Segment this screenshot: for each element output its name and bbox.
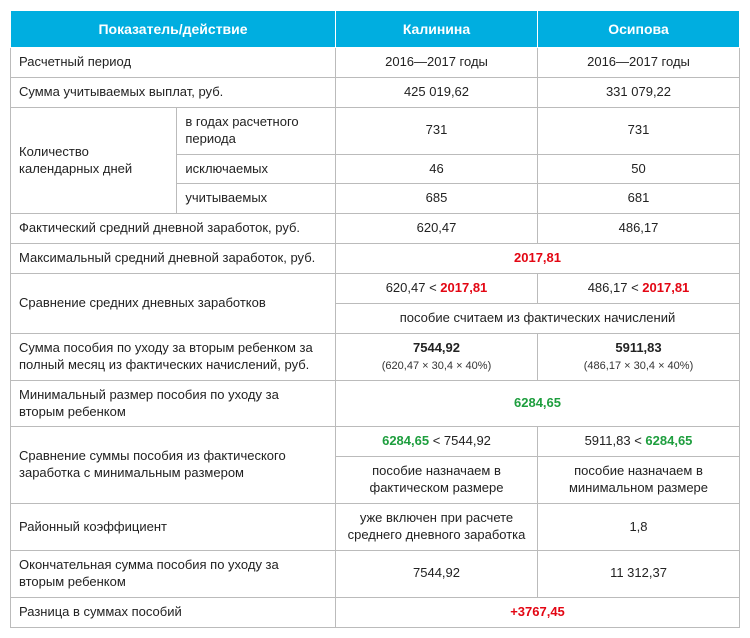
cell-merged: пособие считаем из фактических начислени… xyxy=(336,304,740,334)
table-row: Расчетный период 2016—2017 годы 2016—201… xyxy=(11,48,740,78)
row-label: Максимальный средний дневной заработок, … xyxy=(11,244,336,274)
cell: 2016—2017 годы xyxy=(538,48,740,78)
cell: 620,47 xyxy=(336,214,538,244)
cell: 486,17 < 2017,81 xyxy=(538,274,740,304)
cell: пособие назначаем в фактическом размере xyxy=(336,457,538,504)
cell: 731 xyxy=(538,107,740,154)
table-row: Сравнение средних дневных заработков 620… xyxy=(11,274,740,304)
cell-merged: 6284,65 xyxy=(336,380,740,427)
cell: 685 xyxy=(336,184,538,214)
header-indicator: Показатель/действие xyxy=(11,11,336,48)
row-label: Окончательная сумма пособия по уходу за … xyxy=(11,550,336,597)
cell: 425 019,62 xyxy=(336,77,538,107)
table-row: Разница в суммах пособий +3767,45 xyxy=(11,597,740,627)
row-sublabel: исключаемых xyxy=(177,154,336,184)
table-row: Количество календарных дней в годах расч… xyxy=(11,107,740,154)
cell: 5911,83 (486,17 × 30,4 × 40%) xyxy=(538,333,740,380)
cell: 620,47 < 2017,81 xyxy=(336,274,538,304)
cell: 11 312,37 xyxy=(538,550,740,597)
cell: 6284,65 < 7544,92 xyxy=(336,427,538,457)
row-sublabel: учитываемых xyxy=(177,184,336,214)
cell: 731 xyxy=(336,107,538,154)
cell: 46 xyxy=(336,154,538,184)
cell: 2016—2017 годы xyxy=(336,48,538,78)
cell: 486,17 xyxy=(538,214,740,244)
table-row: Сумма учитываемых выплат, руб. 425 019,6… xyxy=(11,77,740,107)
cell: 5911,83 < 6284,65 xyxy=(538,427,740,457)
table-row: Максимальный средний дневной заработок, … xyxy=(11,244,740,274)
row-label: Минимальный размер пособия по уходу за в… xyxy=(11,380,336,427)
row-label: Сумма учитываемых выплат, руб. xyxy=(11,77,336,107)
cell: уже включен при расчете среднего дневног… xyxy=(336,504,538,551)
cell: 681 xyxy=(538,184,740,214)
table-row: Окончательная сумма пособия по уходу за … xyxy=(11,550,740,597)
table-row: Сравнение суммы пособия из фактического … xyxy=(11,427,740,457)
row-label: Расчетный период xyxy=(11,48,336,78)
cell-merged: 2017,81 xyxy=(336,244,740,274)
table-row: Сумма пособия по уходу за вторым ребенко… xyxy=(11,333,740,380)
cell: 7544,92 (620,47 × 30,4 × 40%) xyxy=(336,333,538,380)
row-label: Фактический средний дневной заработок, р… xyxy=(11,214,336,244)
table-row: Фактический средний дневной заработок, р… xyxy=(11,214,740,244)
cell-merged: +3767,45 xyxy=(336,597,740,627)
row-label: Сумма пособия по уходу за вторым ребенко… xyxy=(11,333,336,380)
row-sublabel: в годах расчетного периода xyxy=(177,107,336,154)
cell: 1,8 xyxy=(538,504,740,551)
row-label: Районный коэффициент xyxy=(11,504,336,551)
row-label: Сравнение средних дневных заработков xyxy=(11,274,336,334)
cell: 7544,92 xyxy=(336,550,538,597)
row-group-label: Количество календарных дней xyxy=(11,107,177,214)
row-label: Сравнение суммы пособия из фактического … xyxy=(11,427,336,504)
cell: пособие назначаем в минимальном размере xyxy=(538,457,740,504)
cell: 50 xyxy=(538,154,740,184)
header-col1: Калинина xyxy=(336,11,538,48)
row-label: Разница в суммах пособий xyxy=(11,597,336,627)
table-row: Районный коэффициент уже включен при рас… xyxy=(11,504,740,551)
header-col2: Осипова xyxy=(538,11,740,48)
table-row: Минимальный размер пособия по уходу за в… xyxy=(11,380,740,427)
benefit-calculation-table: Показатель/действие Калинина Осипова Рас… xyxy=(10,10,740,628)
cell: 331 079,22 xyxy=(538,77,740,107)
